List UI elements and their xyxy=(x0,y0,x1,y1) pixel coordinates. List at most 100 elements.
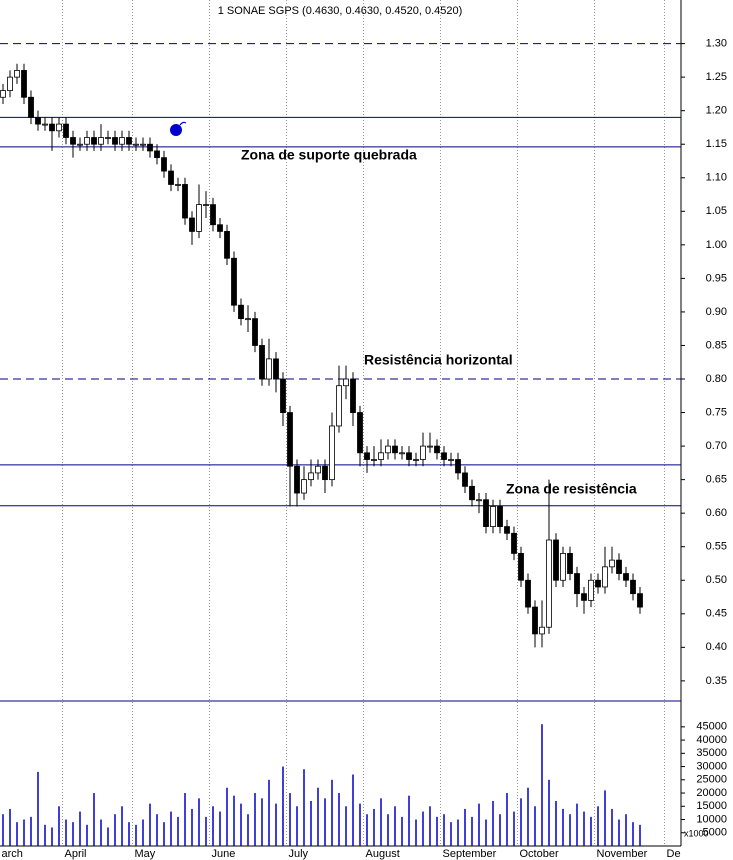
volume-bar xyxy=(380,798,382,846)
candle-body xyxy=(301,479,307,494)
candle-body xyxy=(77,143,83,146)
candle-body xyxy=(588,579,594,601)
candle-body xyxy=(112,137,118,145)
candle-body xyxy=(469,485,475,501)
candle-body xyxy=(609,559,615,568)
volume-bar xyxy=(296,806,298,846)
candle-body xyxy=(623,573,629,581)
volume-bar xyxy=(16,822,18,846)
candle-body xyxy=(315,465,321,474)
candle-body xyxy=(343,378,349,387)
candle-body xyxy=(448,459,454,461)
volume-bar xyxy=(366,814,368,846)
volume-bar xyxy=(310,800,312,846)
y-tick-label: 1.15 xyxy=(706,138,727,150)
volume-bar xyxy=(604,790,606,846)
volume-bar xyxy=(492,800,494,846)
candle-body xyxy=(553,539,559,581)
y-tick-label: 0.75 xyxy=(706,406,727,418)
x-tick-label: August xyxy=(366,848,400,860)
volume-bar xyxy=(205,816,207,846)
candle-body xyxy=(21,70,27,98)
volume-tick-label: 45000 xyxy=(696,721,727,733)
candle-body xyxy=(28,96,34,118)
volume-bar xyxy=(317,787,319,846)
x-tick-label: July xyxy=(289,848,309,860)
candle-body xyxy=(518,553,524,581)
candle-body xyxy=(133,143,139,146)
candle-body xyxy=(392,445,398,454)
y-tick-label: 0.35 xyxy=(706,675,727,687)
candle-body xyxy=(56,123,62,132)
candle-body xyxy=(602,566,608,588)
candle-body xyxy=(91,137,97,145)
x-tick-label: April xyxy=(65,848,87,860)
volume-bar xyxy=(499,814,501,846)
volume-bar xyxy=(569,814,571,846)
y-tick-label: 1.30 xyxy=(706,38,727,50)
volume-bar xyxy=(345,806,347,846)
volume-bar xyxy=(352,774,354,846)
volume-tick-label: 20000 xyxy=(696,787,727,799)
candle-body xyxy=(357,412,363,454)
volume-bar xyxy=(436,816,438,846)
candle-body xyxy=(168,170,174,185)
bomb-icon xyxy=(170,121,187,136)
candle-body xyxy=(245,318,251,321)
volume-bar xyxy=(618,819,620,846)
x-tick-label: arch xyxy=(2,848,23,860)
candle-body xyxy=(336,385,342,427)
volume-bar xyxy=(394,806,396,846)
candle-body xyxy=(546,539,552,628)
y-tick-label: 1.25 xyxy=(706,71,727,83)
annotation: Resistência horizontal xyxy=(364,352,513,368)
candle-body xyxy=(70,137,76,145)
candle-body xyxy=(175,184,181,186)
candle-body xyxy=(0,90,6,98)
candle-body xyxy=(371,459,377,461)
volume-bar xyxy=(261,798,263,846)
volume-bar xyxy=(429,806,431,846)
candle-body xyxy=(364,452,370,460)
y-tick-label: 0.80 xyxy=(706,373,727,385)
candle-body xyxy=(637,593,643,608)
candle-body xyxy=(49,123,55,132)
candle-body xyxy=(427,445,433,448)
volume-bar xyxy=(331,779,333,846)
volume-bar xyxy=(37,771,39,846)
volume-bar xyxy=(198,798,200,846)
volume-bar xyxy=(282,766,284,846)
candle-body xyxy=(98,137,104,145)
volume-bar xyxy=(240,803,242,846)
volume-bar xyxy=(324,798,326,846)
candle-body xyxy=(231,257,237,306)
candle-body xyxy=(287,412,293,467)
x-tick-label: May xyxy=(135,848,156,860)
volume-bar xyxy=(583,811,585,846)
y-tick-label: 0.90 xyxy=(706,306,727,318)
candle-body xyxy=(462,472,468,487)
volume-tick-label: 30000 xyxy=(696,760,727,772)
volume-bar xyxy=(44,824,46,846)
candle-body xyxy=(126,137,132,145)
volume-unit-label: x1000 xyxy=(684,828,709,838)
volume-bar xyxy=(51,827,53,846)
volume-bar xyxy=(401,816,403,846)
candle-body xyxy=(630,579,636,595)
candle-body xyxy=(238,304,244,320)
volume-tick-label: 35000 xyxy=(696,747,727,759)
volume-bar xyxy=(72,822,74,846)
volume-bar xyxy=(100,819,102,846)
volume-bar xyxy=(534,806,536,846)
candle-body xyxy=(406,452,412,460)
volume-bar xyxy=(9,808,11,846)
volume-bar xyxy=(58,806,60,846)
candle-body xyxy=(581,593,587,601)
candle-body xyxy=(413,459,419,461)
y-tick-label: 1.10 xyxy=(706,172,727,184)
candle-body xyxy=(378,452,384,460)
volume-bar xyxy=(121,806,123,846)
candle-body xyxy=(161,157,167,172)
annotation: Zona de resistência xyxy=(506,481,637,497)
volume-tick-label: 5000 xyxy=(703,827,727,839)
